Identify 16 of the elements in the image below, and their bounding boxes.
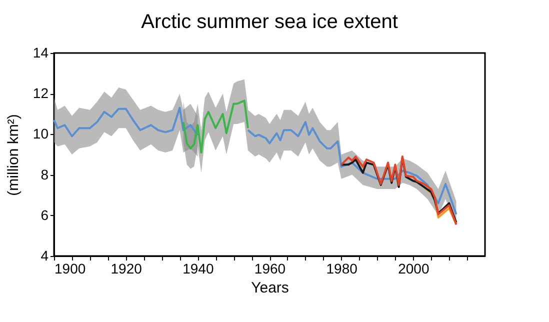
y-tick-label: 4 <box>40 248 49 264</box>
x-axis-title: Years <box>251 280 289 296</box>
line-series <box>182 100 249 154</box>
y-tick-label: 14 <box>32 44 49 60</box>
x-tick-label: 1920 <box>110 260 142 276</box>
x-tick-label: 1960 <box>254 260 286 276</box>
y-tick-label: 8 <box>40 166 49 182</box>
y-tick-label: 10 <box>32 126 49 142</box>
x-tick-label: 2000 <box>398 260 430 276</box>
x-tick-label: 1980 <box>326 260 358 276</box>
y-tick-label: 12 <box>32 85 49 102</box>
y-axis-title: (million km²) <box>4 114 22 196</box>
y-tick-label: 6 <box>40 206 49 223</box>
x-tick-label: 1940 <box>182 260 214 276</box>
x-tick-label: 1900 <box>54 260 86 276</box>
chart-title: Arctic summer sea ice extent <box>141 11 398 33</box>
